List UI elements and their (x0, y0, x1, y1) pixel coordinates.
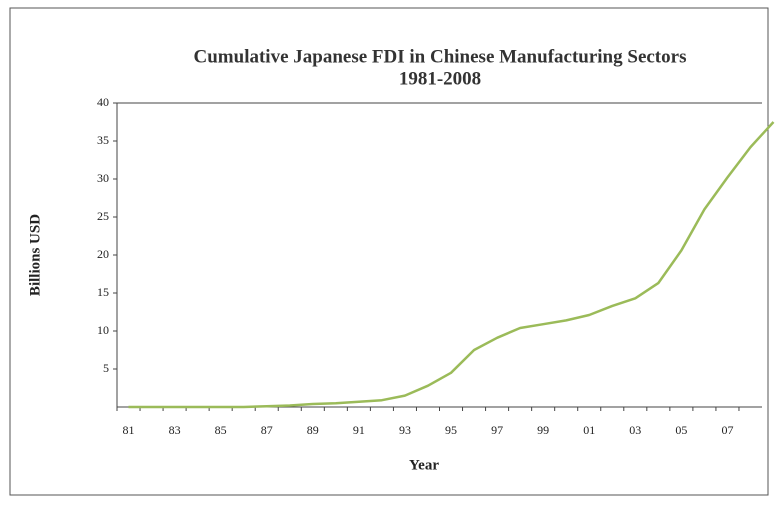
chart-title: Cumulative Japanese FDI in Chinese Manuf… (194, 46, 687, 67)
x-tick-label: 81 (123, 423, 135, 437)
x-tick-label: 87 (261, 423, 273, 437)
y-tick-label: 30 (97, 171, 109, 185)
x-tick-label: 93 (399, 423, 411, 437)
y-tick-label: 35 (97, 133, 109, 147)
x-tick-label: 07 (721, 423, 733, 437)
x-tick-label: 91 (353, 423, 365, 437)
y-axis-title: Billions USD (27, 214, 43, 296)
x-tick-label: 95 (445, 423, 457, 437)
chart-frame (9, 7, 769, 496)
x-tick-label: 03 (629, 423, 641, 437)
x-tick-label: 05 (675, 423, 687, 437)
chart-subtitle: 1981-2008 (399, 68, 481, 89)
x-tick-label: 97 (491, 423, 503, 437)
x-tick-label: 01 (583, 423, 595, 437)
x-tick-label: 89 (307, 423, 319, 437)
y-tick-label: 10 (97, 323, 109, 337)
y-tick-label: 15 (97, 285, 109, 299)
x-tick-label: 85 (215, 423, 227, 437)
x-axis-title: Year (409, 457, 439, 473)
x-tick-label: 99 (537, 423, 549, 437)
x-tick-label: 83 (169, 423, 181, 437)
y-tick-label: 25 (97, 209, 109, 223)
y-tick-label: 20 (97, 247, 109, 261)
data-line (128, 121, 775, 409)
y-tick-label: 5 (103, 361, 109, 375)
y-tick-label: 40 (97, 95, 109, 109)
